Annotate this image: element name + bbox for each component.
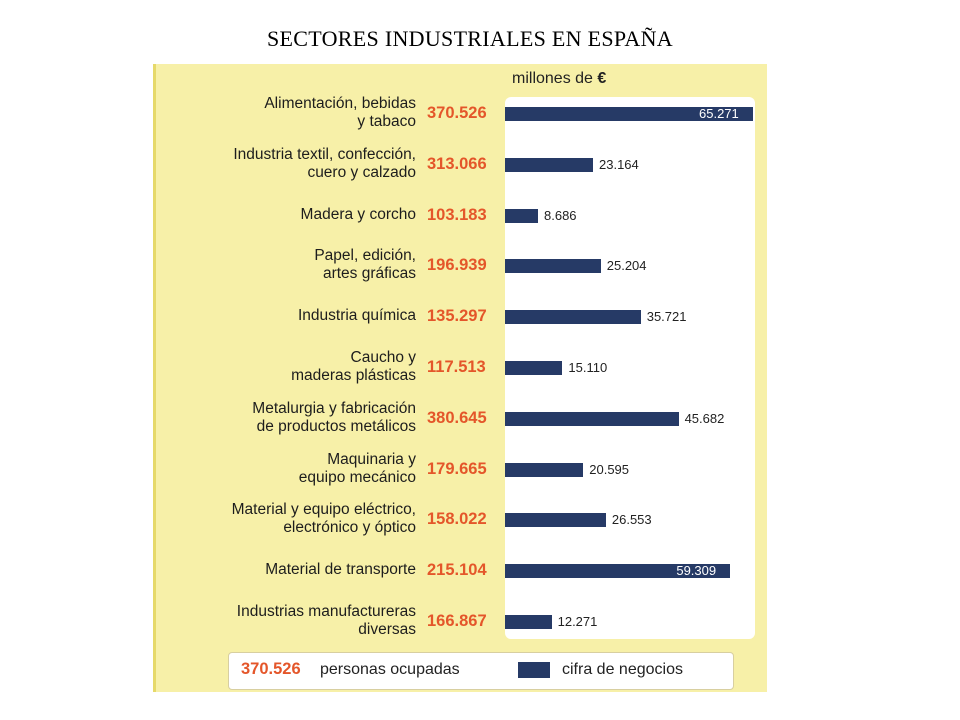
revenue-value: 45.682 [684,410,725,426]
euro-symbol: € [597,70,607,87]
category-label-line: artes gráficas [322,265,416,283]
employed-value: 380.645 [427,408,487,427]
legend-revenue-label: cifra de negocios [562,661,683,678]
revenue-bar [505,310,641,325]
legend-employed-label: personas ocupadas [320,661,460,678]
category-label-line: diversas [358,621,416,638]
employed-value: 313.066 [427,154,487,173]
revenue-value: 12.271 [557,614,598,629]
category-label: Madera y corcho [301,206,416,224]
revenue-bar [505,513,606,528]
category-label-line: Caucho y [350,349,416,366]
legend-revenue-swatch [518,662,550,678]
employed-value: 179.665 [427,459,487,478]
revenue-bar [505,462,584,477]
legend-employed-sample: 370.526 [241,660,301,678]
category-label: Metalurgia y fabricación de productos met… [252,400,416,436]
revenue-bar [505,208,538,223]
revenue-bar [505,157,593,172]
revenue-value: 35.721 [646,309,687,325]
category-label: Material y equipo eléctrico, electrónico … [232,501,416,537]
category-label: Industrias manufactureras diversas [237,603,416,639]
employed-value: 117.513 [427,358,486,376]
category-label-line: Industrias manufactureras [236,603,416,620]
category-label: Alimentación, bebidas y tabaco [264,95,416,131]
revenue-bar [505,259,601,274]
category-label-line: Material y equipo eléctrico, [231,501,416,519]
category-label-line: cuero y calzado [307,163,416,181]
employed-value: 158.022 [427,510,487,529]
revenue-value: 25.204 [606,258,647,274]
employed-value: 196.939 [427,256,487,275]
category-label-line: Madera y corcho [300,205,416,223]
category-label-line: Industria textil, confección, [233,145,416,163]
category-label-line: Maquinaria y [327,450,416,468]
revenue-value: 65.271 [699,106,739,121]
revenue-bar [505,411,679,426]
revenue-value: 8.686 [544,207,577,223]
category-label-line: Material de transporte [265,561,416,579]
revenue-bar [505,361,563,375]
revenue-value: 20.595 [589,461,630,477]
revenue-bar [505,107,753,121]
revenue-value: 59.309 [676,563,717,579]
unit-label-text: millones de [512,70,593,87]
category-label-line: maderas plásticas [291,367,416,384]
employed-value: 103.183 [427,205,487,224]
category-label-line: Industria química [297,307,416,325]
category-label: Industria química [298,307,416,325]
category-label-line: y tabaco [357,113,416,130]
category-label: Industria textil, confección, cuero y cal… [233,146,416,182]
category-label: Material de transporte [265,561,416,579]
category-label: Papel, edición, artes gráficas [314,247,416,283]
category-label: Maquinaria y equipo mecánico [299,451,416,487]
chart-title: SECTORES INDUSTRIALES EN ESPAÑA [267,26,673,51]
category-label-line: Papel, edición, [314,247,416,265]
employed-value: 215.104 [427,561,487,580]
category-label-line: equipo mecánico [298,468,416,486]
employed-value: 135.297 [427,307,487,326]
panel-edge [153,64,156,692]
revenue-value: 26.553 [611,512,652,528]
unit-label: millones de € [512,70,606,88]
revenue-value: 23.164 [599,156,639,172]
category-label-line: de productos metálicos [256,417,416,435]
revenue-bar [505,615,552,629]
category-label: Caucho y maderas plásticas [291,349,416,385]
category-label-line: electrónico y óptico [283,519,416,537]
category-label-line: Metalurgia y fabricación [252,399,416,417]
revenue-value: 15.110 [568,360,608,375]
legend [228,652,734,690]
revenue-bar [505,564,731,579]
category-label-line: Alimentación, bebidas [264,95,416,112]
employed-value: 166.867 [427,612,487,630]
employed-value: 370.526 [427,104,487,122]
